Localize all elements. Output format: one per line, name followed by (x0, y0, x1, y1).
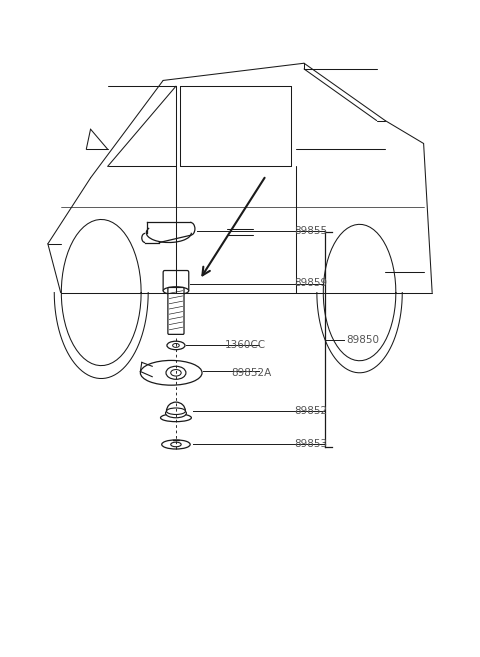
Ellipse shape (171, 442, 181, 447)
Ellipse shape (166, 409, 186, 418)
Ellipse shape (163, 287, 189, 294)
Text: 89852: 89852 (295, 406, 328, 417)
Text: 89853: 89853 (295, 440, 328, 449)
Ellipse shape (173, 344, 179, 348)
FancyBboxPatch shape (168, 288, 184, 334)
Ellipse shape (167, 341, 185, 350)
Text: 89859: 89859 (295, 278, 328, 288)
Ellipse shape (167, 408, 185, 415)
Ellipse shape (171, 369, 181, 376)
Ellipse shape (166, 367, 186, 379)
Text: 1360CC: 1360CC (225, 340, 266, 350)
Text: 89850: 89850 (347, 334, 380, 344)
Text: 89855: 89855 (295, 226, 328, 236)
Text: 89852A: 89852A (231, 368, 272, 378)
Ellipse shape (160, 414, 192, 422)
Ellipse shape (162, 440, 190, 449)
FancyBboxPatch shape (163, 271, 189, 291)
Ellipse shape (140, 361, 202, 385)
